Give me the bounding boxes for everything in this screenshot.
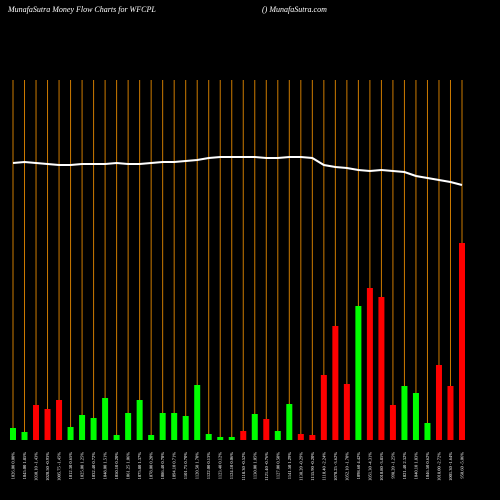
- x-tick-label: 1124.10 0.06%: [229, 452, 234, 479]
- bar: [263, 419, 270, 440]
- x-tick-label: 1094.10 0.71%: [172, 452, 177, 480]
- x-tick-label: 1138.20 -0.29%: [298, 452, 303, 481]
- x-tick-label: 1050.10 0.20%: [114, 452, 119, 480]
- x-tick-label: 1005.75 -1.45%: [57, 452, 62, 481]
- x-tick-label: 1020.50 -0.93%: [45, 452, 50, 481]
- x-tick-label: 1061.25 1.06%: [126, 452, 131, 480]
- bar: [378, 297, 385, 440]
- bar: [286, 404, 293, 440]
- bar: [171, 413, 178, 440]
- chart-title: MunafaSutra Money Flow Charts for WFCPL: [7, 5, 156, 14]
- x-tick-label: 1048.00 1.51%: [103, 452, 108, 480]
- bar: [102, 398, 109, 440]
- bar: [182, 416, 189, 440]
- bar: [228, 437, 235, 440]
- money-flow-line: [12, 156, 463, 186]
- bar: [33, 405, 40, 440]
- bar: [343, 384, 350, 440]
- x-tick-label: 1030.10 -1.43%: [34, 452, 39, 481]
- bar: [309, 435, 316, 440]
- x-tick-label: 1120.50 1.70%: [195, 452, 200, 479]
- x-tick-label: 1018.00 -2.72%: [436, 452, 441, 481]
- x-tick-label: 1130.00 1.05%: [252, 452, 257, 479]
- x-tick-label: 1040.10 1.83%: [413, 452, 418, 480]
- bar: [205, 434, 212, 440]
- bar: [424, 423, 431, 440]
- bar: [79, 415, 86, 440]
- bar: [240, 431, 247, 440]
- x-tick-label: 1001.30 -1.64%: [448, 452, 453, 481]
- x-tick-label: 1021.40 2.32%: [402, 452, 407, 480]
- bar: [148, 435, 155, 440]
- bar: [113, 435, 120, 440]
- bar: [251, 414, 258, 440]
- bar: [217, 437, 224, 440]
- x-tick-label: 1086.40 0.78%: [160, 452, 165, 480]
- x-tick-label: 1026.00 0.00%: [11, 452, 16, 480]
- x-tick-label: 1110.40 -2.24%: [321, 452, 326, 481]
- x-tick-label: 1121.40 -0.76%: [264, 452, 269, 481]
- bar: [435, 365, 442, 440]
- bar: [90, 418, 97, 440]
- bar: [320, 375, 327, 440]
- x-tick-label: 1078.00 0.20%: [149, 452, 154, 480]
- bar: [159, 413, 166, 440]
- bar: [401, 386, 408, 440]
- bar: [125, 413, 132, 440]
- x-tick-label: 1032.40 0.72%: [91, 452, 96, 480]
- bar: [389, 405, 396, 440]
- bar: [194, 385, 201, 440]
- x-tick-label: 950.60 -5.06%: [460, 452, 465, 479]
- x-tick-label: 1098.60 4.42%: [356, 452, 361, 480]
- x-tick-label: 1052.10 -1.70%: [344, 452, 349, 481]
- x-tick-label: 1135.90 -0.20%: [310, 452, 315, 481]
- x-tick-label: 1118.30 -0.52%: [241, 452, 246, 481]
- bar: [297, 434, 304, 440]
- x-tick-label: 1141.50 1.29%: [287, 452, 292, 479]
- bar: [332, 326, 339, 440]
- bar: [136, 400, 143, 440]
- bar: [67, 427, 74, 440]
- x-tick-label: 1046.50 0.62%: [425, 452, 430, 480]
- x-tick-label: 1045.00 1.85%: [22, 452, 27, 480]
- bar: [274, 431, 281, 440]
- chart-subtitle: () MunafaSutra.com: [262, 5, 327, 14]
- bar: [366, 288, 373, 440]
- bar: [44, 409, 51, 440]
- x-tick-label: 1123.40 0.12%: [218, 452, 223, 479]
- x-tick-label: 1075.80 1.37%: [137, 452, 142, 480]
- x-tick-label: 998.20 -1.25%: [390, 452, 395, 479]
- bar: [355, 306, 362, 440]
- bar: [447, 386, 454, 440]
- x-tick-label: 1127.00 0.50%: [275, 452, 280, 479]
- bar: [10, 428, 16, 440]
- bar: [21, 432, 28, 440]
- bar: [56, 400, 63, 440]
- x-tick-label: 1122.00 0.13%: [206, 452, 211, 479]
- x-tick-label: 1051.30 -4.31%: [367, 452, 372, 481]
- bar: [459, 243, 465, 440]
- x-tick-label: 1101.75 0.70%: [183, 452, 188, 479]
- bar: [412, 393, 419, 440]
- x-tick-label: 1070.25 -3.62%: [333, 452, 338, 481]
- x-tick-label: 1010.80 -3.85%: [379, 452, 384, 481]
- x-tick-label: 1025.00 1.25%: [80, 452, 85, 480]
- x-tick-label: 1012.30 0.65%: [68, 452, 73, 480]
